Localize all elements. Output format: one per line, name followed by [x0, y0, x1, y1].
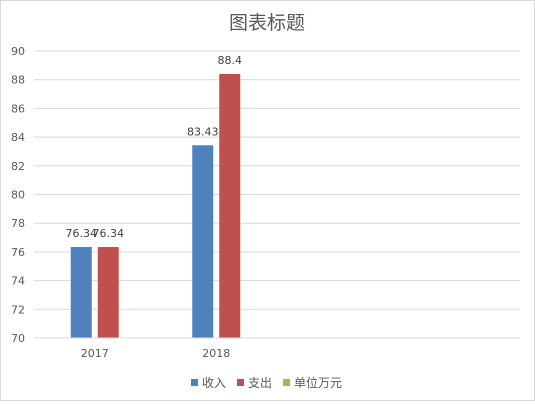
data-label: 83.43	[187, 125, 219, 138]
data-label: 88.4	[218, 54, 243, 67]
x-axis-tick-labels: 2017 2018	[81, 347, 231, 360]
bar	[70, 247, 92, 338]
legend-label: 收入	[202, 376, 226, 390]
y-tick-label: 88	[11, 74, 25, 87]
y-tick-label: 84	[11, 131, 25, 144]
chart-title: 图表标题	[229, 12, 305, 34]
data-label: 76.34	[66, 227, 98, 240]
legend-label: 支出	[248, 376, 272, 390]
y-tick-label: 90	[11, 45, 25, 58]
bar	[97, 247, 119, 338]
y-tick-label: 74	[11, 275, 25, 288]
y-tick-label: 78	[11, 217, 25, 230]
legend-label: 单位万元	[294, 375, 342, 390]
bar	[192, 145, 214, 338]
bar	[219, 73, 241, 339]
y-tick-label: 80	[11, 189, 25, 202]
y-tick-label: 86	[11, 102, 25, 115]
x-tick-label: 2018	[202, 347, 230, 360]
data-label: 76.34	[93, 227, 125, 240]
legend-swatch	[283, 379, 290, 386]
legend-swatch	[237, 379, 244, 386]
legend-swatch	[191, 379, 198, 386]
y-axis-tick-labels: 70 72 74 76 78 80 82 84 86 88 90	[11, 45, 25, 345]
y-tick-label: 72	[11, 303, 25, 316]
x-tick-label: 2017	[81, 347, 109, 360]
y-tick-label: 76	[11, 246, 25, 259]
legend: 收入 支出 单位万元	[191, 375, 342, 390]
y-tick-label: 70	[11, 332, 25, 345]
y-tick-label: 82	[11, 160, 25, 173]
bars	[70, 73, 241, 339]
